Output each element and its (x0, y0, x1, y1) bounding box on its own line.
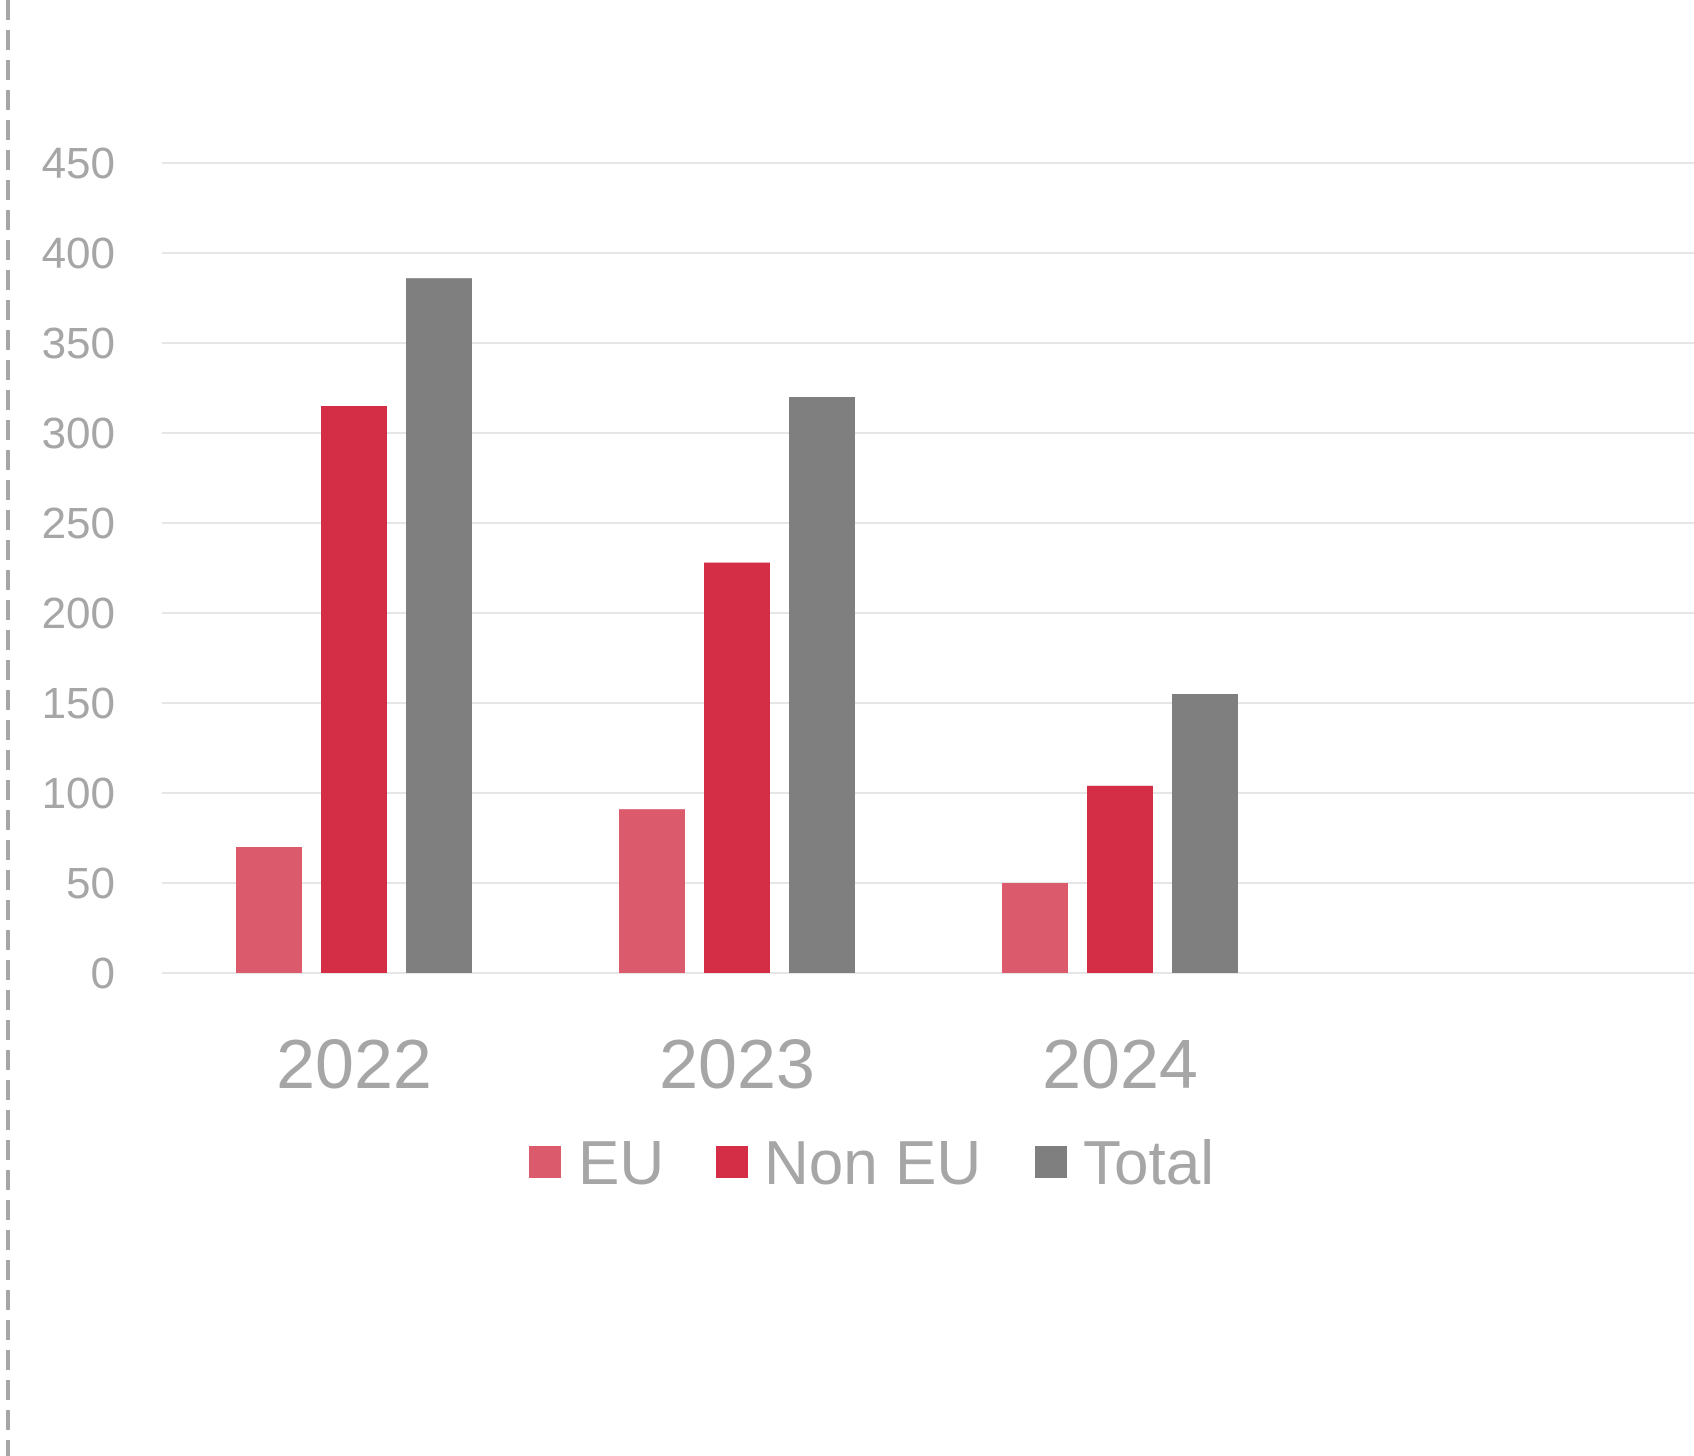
y-tick-label: 50 (66, 859, 115, 908)
y-tick-label: 0 (91, 949, 115, 998)
bar-non-eu-2023 (704, 562, 770, 973)
y-tick-label: 200 (42, 589, 115, 638)
legend-swatch (1035, 1146, 1067, 1178)
x-category-label: 2022 (276, 1025, 432, 1103)
y-tick-label: 250 (42, 499, 115, 548)
bar-non-eu-2024 (1087, 785, 1153, 973)
legend: EU Non EU Total (529, 1129, 1214, 1198)
bar-total-2022 (406, 278, 472, 973)
x-category-label: 2024 (1042, 1025, 1198, 1103)
y-tick-label: 400 (42, 229, 115, 278)
legend-swatch (529, 1146, 561, 1178)
legend-item-total: Total (1035, 1129, 1214, 1198)
gridlines (162, 162, 1694, 974)
y-tick-label: 100 (42, 769, 115, 818)
y-tick-label: 350 (42, 319, 115, 368)
x-axis-category-labels: 2022 2023 2024 (276, 1025, 1198, 1103)
legend-label: Non EU (764, 1129, 981, 1198)
bars (236, 278, 1238, 973)
bar-eu-2022 (236, 847, 302, 973)
x-category-label: 2023 (659, 1025, 815, 1103)
bar-eu-2023 (619, 809, 685, 973)
bar-non-eu-2022 (321, 406, 387, 973)
y-tick-label: 450 (42, 139, 115, 188)
y-axis-tick-labels: 0 50 100 150 200 250 300 350 400 450 (42, 139, 115, 998)
legend-label: Total (1083, 1129, 1214, 1198)
bar-eu-2024 (1002, 883, 1068, 973)
bar-total-2023 (789, 397, 855, 973)
y-tick-label: 150 (42, 679, 115, 728)
bar-total-2024 (1172, 694, 1238, 973)
legend-item-non-eu: Non EU (716, 1129, 981, 1198)
legend-swatch (716, 1146, 748, 1178)
legend-label: EU (578, 1129, 664, 1198)
y-tick-label: 300 (42, 409, 115, 458)
legend-item-eu: EU (529, 1129, 664, 1198)
